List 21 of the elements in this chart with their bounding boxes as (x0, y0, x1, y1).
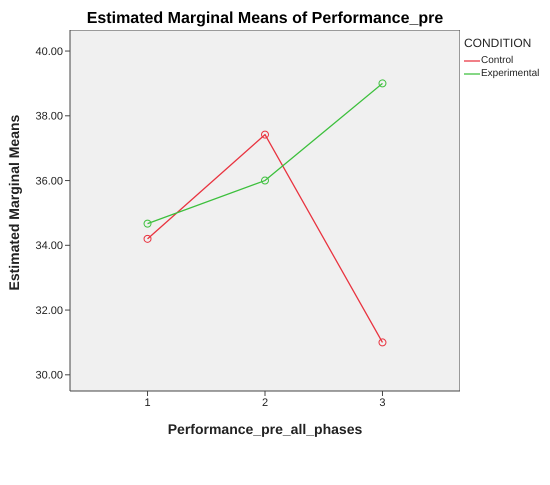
x-tick-label: 3 (379, 396, 386, 409)
y-tick-label: 34.00 (35, 240, 63, 252)
point (378, 79, 386, 88)
legend-label: Control (481, 55, 514, 66)
y-tick-label: 36.00 (35, 175, 63, 188)
y-tick-label: 30.00 (35, 370, 63, 382)
x-axis-title: Performance_pre_all_phases (168, 421, 362, 437)
x-tick-label: 1 (144, 396, 151, 409)
point (261, 130, 269, 139)
x-tick-label: 2 (262, 396, 268, 409)
legend-title: CONDITION (464, 36, 532, 50)
point (378, 338, 386, 346)
legend-label: Experimental (481, 68, 540, 79)
point (144, 220, 152, 228)
chart-title: Estimated Marginal Means of Performance_pre (86, 10, 444, 28)
y-tick-label: 32.00 (35, 304, 63, 317)
y-tick-label: 38.00 (35, 110, 63, 123)
point (144, 234, 152, 243)
y-axis-title: Estimated Marginal Means (6, 114, 22, 290)
y-tick-label: 40.00 (35, 46, 63, 58)
point (261, 176, 269, 185)
